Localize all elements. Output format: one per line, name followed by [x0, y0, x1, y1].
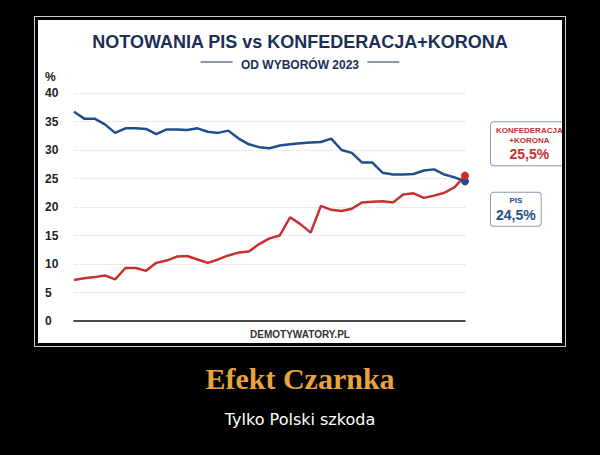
- svg-text:+KORONA: +KORONA: [509, 136, 549, 145]
- html-text:Efekt Czarnka: Efekt Czarnka: [205, 362, 395, 395]
- svg-text:%: %: [45, 70, 56, 84]
- svg-text:24,5%: 24,5%: [496, 207, 536, 223]
- svg-text:15: 15: [45, 229, 59, 243]
- svg-text:10: 10: [45, 257, 59, 271]
- svg-text:25: 25: [45, 172, 59, 186]
- html-text:Tylko Polski szkoda: Tylko Polski szkoda: [224, 410, 376, 429]
- svg-text:20: 20: [45, 200, 59, 214]
- svg-text:35: 35: [45, 115, 59, 129]
- svg-text:40: 40: [45, 86, 59, 100]
- svg-text:PIS: PIS: [509, 196, 523, 205]
- svg-text:0: 0: [45, 314, 52, 328]
- svg-text:30: 30: [45, 143, 59, 157]
- svg-text:5: 5: [45, 286, 52, 300]
- svg-text:NOTOWANIA PIS vs KONFEDERACJA+: NOTOWANIA PIS vs KONFEDERACJA+KORONA: [92, 32, 508, 52]
- svg-text:KONFEDERACJA: KONFEDERACJA: [496, 126, 562, 135]
- svg-text:DEMOTYWATORY.PL: DEMOTYWATORY.PL: [250, 329, 350, 340]
- svg-text:OD WYBORÓW 2023: OD WYBORÓW 2023: [241, 57, 359, 72]
- svg-text:25,5%: 25,5%: [509, 146, 549, 162]
